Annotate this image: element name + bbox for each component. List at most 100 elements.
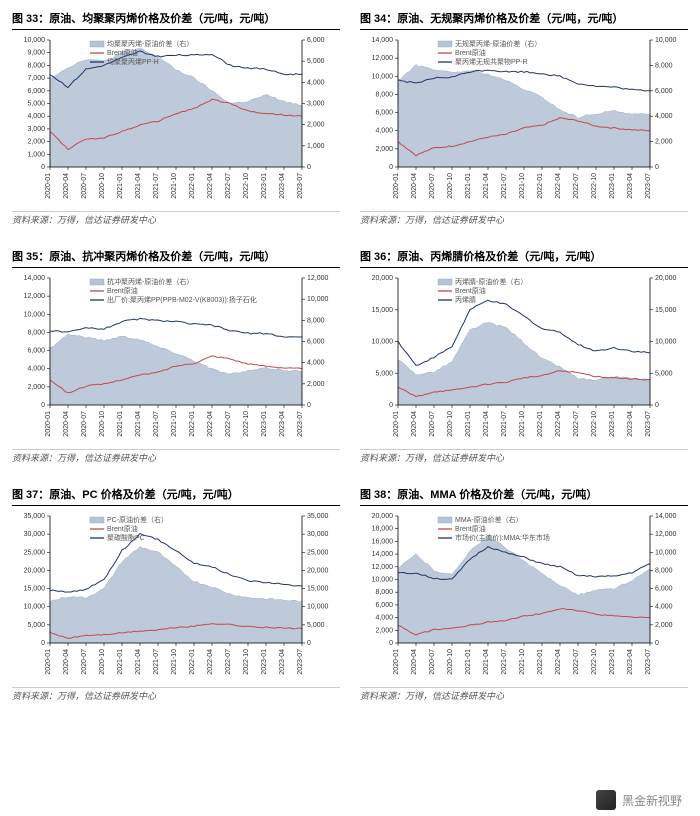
svg-text:2022-04: 2022-04 (207, 411, 214, 437)
chart-title: 图 37：原油、PC 价格及价差（元/吨，元/吨） (12, 484, 340, 506)
chart-source: 资料来源：万得，信达证券研发中心 (12, 687, 340, 702)
svg-text:4,000: 4,000 (375, 128, 393, 135)
chart-title: 图 33：原油、均聚聚丙烯价格及价差（元/吨，元/吨） (12, 8, 340, 30)
svg-text:2020-10: 2020-10 (99, 411, 106, 437)
svg-text:2021-04: 2021-04 (483, 649, 490, 675)
svg-text:2020-07: 2020-07 (429, 173, 436, 199)
svg-text:10,000: 10,000 (655, 37, 677, 44)
chart-plot: 05,00010,00015,00020,00005,00010,00015,0… (360, 272, 688, 447)
svg-text:2023-07: 2023-07 (645, 411, 652, 437)
svg-text:2,000: 2,000 (375, 146, 393, 153)
svg-text:2021-07: 2021-07 (153, 173, 160, 199)
svg-text:2023-07: 2023-07 (297, 411, 304, 437)
svg-text:2022-10: 2022-10 (243, 173, 250, 199)
svg-text:2021-04: 2021-04 (135, 649, 142, 675)
svg-text:2022-01: 2022-01 (189, 411, 196, 437)
svg-text:7,000: 7,000 (27, 75, 45, 82)
svg-text:丙烯腈: 丙烯腈 (455, 295, 476, 304)
svg-text:MMA-原油价差（右）: MMA-原油价差（右） (455, 515, 523, 524)
svg-text:2022-01: 2022-01 (537, 173, 544, 199)
watermark-text: 黑金新视野 (622, 792, 682, 809)
svg-text:6,000: 6,000 (307, 37, 325, 44)
svg-text:PC-原油价差（右）: PC-原油价差（右） (107, 515, 168, 524)
svg-text:2021-01: 2021-01 (465, 411, 472, 437)
svg-text:Brent原油: Brent原油 (455, 286, 486, 295)
svg-text:2023-01: 2023-01 (609, 649, 616, 675)
svg-text:2022-01: 2022-01 (189, 649, 196, 675)
svg-text:2021-01: 2021-01 (117, 173, 124, 199)
svg-text:Brent原油: Brent原油 (107, 524, 138, 533)
svg-text:10,000: 10,000 (307, 604, 329, 611)
svg-text:14,000: 14,000 (372, 551, 394, 558)
svg-text:0: 0 (655, 640, 659, 647)
svg-text:抗冲聚丙烯-原油价差（右）: 抗冲聚丙烯-原油价差（右） (107, 277, 193, 286)
svg-text:10,000: 10,000 (372, 339, 394, 346)
svg-text:20,000: 20,000 (655, 275, 677, 282)
chart-title: 图 34：原油、无规聚丙烯价格及价差（元/吨，元/吨） (360, 8, 688, 30)
svg-text:2022-10: 2022-10 (591, 411, 598, 437)
svg-text:2020-10: 2020-10 (447, 173, 454, 199)
svg-text:2021-01: 2021-01 (465, 649, 472, 675)
svg-text:无规聚丙烯-原油价差（右）: 无规聚丙烯-原油价差（右） (455, 39, 541, 48)
svg-text:2021-10: 2021-10 (519, 411, 526, 437)
svg-text:0: 0 (389, 640, 393, 647)
svg-text:6,000: 6,000 (375, 110, 393, 117)
svg-text:2,000: 2,000 (307, 122, 325, 129)
svg-text:1,000: 1,000 (27, 151, 45, 158)
svg-text:出厂价:聚丙烯PP(PPB-M02-V(K8003)):扬子: 出厂价:聚丙烯PP(PPB-M02-V(K8003)):扬子石化 (107, 295, 257, 304)
svg-text:2023-04: 2023-04 (279, 173, 286, 199)
chart-panel: 图 37：原油、PC 价格及价差（元/吨，元/吨）05,00010,00015,… (12, 484, 340, 702)
svg-text:8,000: 8,000 (375, 91, 393, 98)
svg-text:6,000: 6,000 (375, 602, 393, 609)
svg-text:丙烯腈-原油价差（右）: 丙烯腈-原油价差（右） (455, 277, 527, 286)
chart-panel: 图 35：原油、抗冲聚丙烯价格及价差（元/吨，元/吨）02,0004,0006,… (12, 246, 340, 464)
chart-source: 资料来源：万得，信达证券研发中心 (360, 687, 688, 702)
svg-text:5,000: 5,000 (655, 370, 673, 377)
svg-text:10,000: 10,000 (24, 604, 46, 611)
svg-text:2,000: 2,000 (655, 139, 673, 146)
svg-text:2020-01: 2020-01 (45, 411, 52, 437)
svg-text:2021-07: 2021-07 (153, 411, 160, 437)
svg-text:2,000: 2,000 (655, 622, 673, 629)
svg-text:5,000: 5,000 (307, 622, 325, 629)
svg-text:0: 0 (307, 402, 311, 409)
svg-text:2022-07: 2022-07 (225, 411, 232, 437)
svg-text:2022-10: 2022-10 (243, 649, 250, 675)
svg-text:14,000: 14,000 (372, 37, 394, 44)
svg-text:2020-10: 2020-10 (99, 649, 106, 675)
svg-text:6,000: 6,000 (655, 88, 673, 95)
svg-text:20,000: 20,000 (372, 513, 394, 520)
svg-text:2020-07: 2020-07 (81, 173, 88, 199)
svg-text:2020-04: 2020-04 (411, 649, 418, 675)
chart-source: 资料来源：万得，信达证券研发中心 (12, 449, 340, 464)
svg-text:6,000: 6,000 (655, 586, 673, 593)
svg-text:2020-01: 2020-01 (393, 411, 400, 437)
svg-text:2021-04: 2021-04 (135, 411, 142, 437)
svg-text:12,000: 12,000 (655, 531, 677, 538)
svg-text:14,000: 14,000 (655, 513, 677, 520)
svg-text:12,000: 12,000 (307, 275, 329, 282)
svg-text:4,000: 4,000 (655, 113, 673, 120)
svg-text:2022-07: 2022-07 (573, 411, 580, 437)
svg-text:2020-10: 2020-10 (447, 649, 454, 675)
svg-text:6,000: 6,000 (307, 339, 325, 346)
svg-text:2022-10: 2022-10 (591, 649, 598, 675)
svg-text:18,000: 18,000 (372, 526, 394, 533)
svg-text:市场价(主流价):MMA:华东市场: 市场价(主流价):MMA:华东市场 (455, 533, 550, 542)
svg-text:0: 0 (307, 164, 311, 171)
svg-text:2022-07: 2022-07 (225, 649, 232, 675)
chart-panel: 图 33：原油、均聚聚丙烯价格及价差（元/吨，元/吨）01,0002,0003,… (12, 8, 340, 226)
svg-text:10,000: 10,000 (372, 577, 394, 584)
svg-text:10,000: 10,000 (372, 73, 394, 80)
svg-text:5,000: 5,000 (27, 101, 45, 108)
svg-text:14,000: 14,000 (24, 275, 46, 282)
svg-text:0: 0 (307, 640, 311, 647)
svg-text:8,000: 8,000 (655, 567, 673, 574)
svg-text:聚碳酸酯PC: 聚碳酸酯PC (107, 533, 145, 542)
svg-text:35,000: 35,000 (307, 513, 329, 520)
svg-text:聚丙烯无规共聚物PP-R: 聚丙烯无规共聚物PP-R (455, 57, 528, 66)
svg-text:0: 0 (41, 640, 45, 647)
svg-text:0: 0 (41, 164, 45, 171)
svg-text:2023-04: 2023-04 (627, 411, 634, 437)
svg-text:2022-01: 2022-01 (189, 173, 196, 199)
